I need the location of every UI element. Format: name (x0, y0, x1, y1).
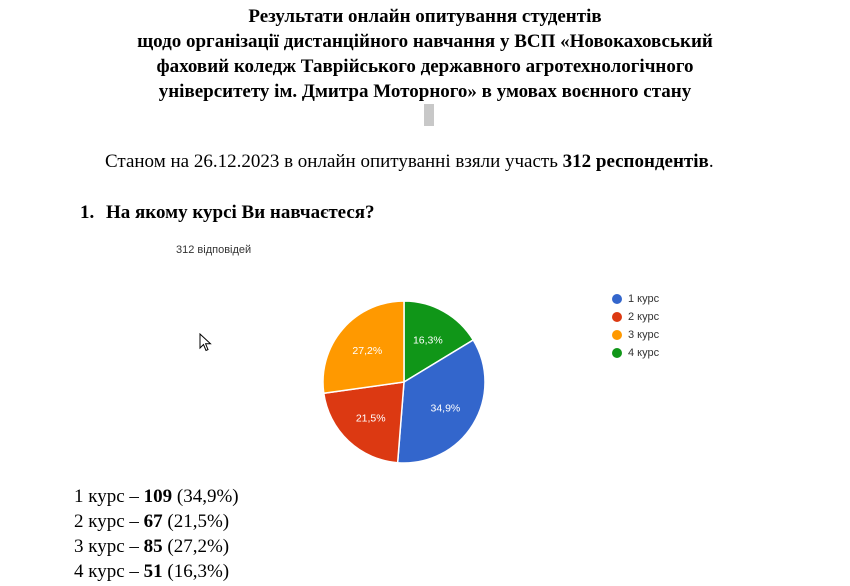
legend-dot-icon (612, 348, 622, 358)
stat-percent: (34,9%) (172, 486, 239, 507)
responses-count: 312 відповідей (176, 244, 252, 256)
mouse-pointer-icon (199, 332, 213, 358)
pie-slice-4 (403, 301, 475, 384)
pie-slice-2 (322, 381, 405, 463)
pie-chart: 16,3% 34,9% 21,5% 27,2% (322, 301, 486, 463)
question-number: 1. (80, 202, 95, 223)
stat-count: 51 (143, 561, 163, 582)
legend-item-2: 2 курс (612, 308, 659, 326)
title-line-2: щодо організації дистанційного навчання … (137, 31, 713, 52)
intro-respondents: 312 респондентів (562, 151, 709, 172)
intro-prefix: Станом на 26.12.2023 в онлайн опитуванні… (105, 151, 563, 172)
legend-label: 4 курс (628, 347, 660, 359)
stat-row-1: 1 курс – 109 (34,9%) (74, 484, 239, 509)
title-line-3: фаховий коледж Таврійського державного а… (156, 56, 694, 77)
stat-label: 4 курс – (74, 561, 144, 582)
legend-item-3: 3 курс (612, 326, 659, 344)
question-text: На якому курсі Ви навчаєтеся? (106, 202, 375, 223)
stat-percent: (16,3%) (162, 561, 230, 582)
stat-count: 85 (143, 536, 163, 557)
pie-slice-1 (396, 338, 486, 463)
stats-list: 1 курс – 109 (34,9%) 2 курс – 67 (21,5%) 3… (74, 484, 239, 584)
stat-percent: (21,5%) (162, 511, 230, 532)
stat-row-4: 4 курс – 51 (16,3%) (74, 559, 239, 584)
pie-label-1: 34,9% (430, 402, 460, 414)
text-cursor-mark (424, 104, 434, 126)
stat-label: 1 курс – (74, 486, 144, 507)
title-line-1: Результати онлайн опитування студентів (248, 6, 602, 27)
stat-count: 109 (143, 486, 173, 507)
stat-label: 3 курс – (74, 536, 144, 557)
question-heading: 1. На якому курсі Ви навчаєтеся? (80, 202, 375, 224)
legend-label: 1 курс (628, 293, 660, 305)
intro-suffix: . (708, 151, 714, 172)
stat-count: 67 (143, 511, 163, 532)
pie-slice-3 (322, 301, 405, 395)
pie-label-3: 27,2% (352, 345, 382, 357)
stat-percent: (27,2%) (162, 536, 230, 557)
chart-legend: 1 курс 2 курс 3 курс 4 курс (612, 290, 659, 362)
legend-item-4: 4 курс (612, 344, 659, 362)
legend-dot-icon (612, 294, 622, 304)
legend-dot-icon (612, 312, 622, 322)
stat-row-2: 2 курс – 67 (21,5%) (74, 509, 239, 534)
stat-label: 2 курс – (74, 511, 144, 532)
page-title: Результати онлайн опитування студентів щ… (0, 4, 850, 104)
stat-row-3: 3 курс – 85 (27,2%) (74, 534, 239, 559)
pie-label-2: 21,5% (356, 412, 386, 424)
legend-item-1: 1 курс (612, 290, 659, 308)
title-line-4: університету ім. Дмитра Моторного» в умо… (158, 81, 692, 102)
intro-text: Станом на 26.12.2023 в онлайн опитуванні… (105, 151, 714, 173)
legend-label: 3 курс (628, 329, 660, 341)
legend-dot-icon (612, 330, 622, 340)
pie-label-4: 16,3% (413, 335, 443, 347)
legend-label: 2 курс (628, 311, 660, 323)
